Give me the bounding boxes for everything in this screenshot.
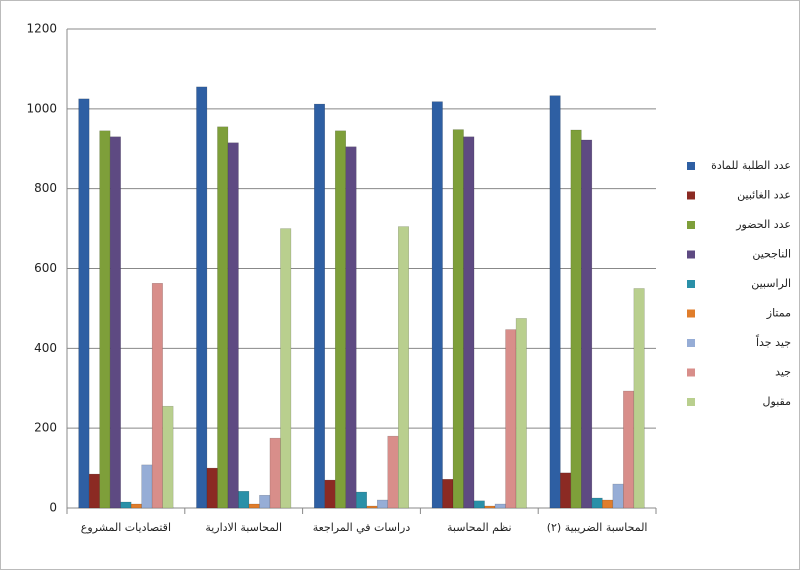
legend-label: الناجحين [752,248,791,261]
bar [99,130,111,509]
bar [248,503,260,509]
bar [335,130,346,509]
bar [570,129,582,509]
legend-swatch [687,191,695,200]
bar [324,479,336,509]
legend-label: ممتاز [766,307,791,320]
bar [259,494,271,509]
bar [206,467,218,509]
legend-swatch [687,309,695,318]
bar [366,505,378,509]
legend-swatch [687,398,695,406]
x-tick-label: المحاسبة الضريبية (٢) [546,521,648,534]
legend-label: عدد الطلبة للمادة [711,159,791,172]
legend-label: جيد جداً [756,334,791,349]
bar [505,329,517,509]
legend-label: مقبول [763,395,792,408]
bar [120,501,132,509]
bar [581,139,593,509]
legend-swatch [687,339,695,347]
bar [623,390,635,509]
bar [560,472,572,509]
bar [377,499,388,509]
legend-swatch [687,162,695,170]
bar [314,103,325,509]
legend-label: عدد الغائبين [737,189,791,202]
x-tick-label: المحاسبة الادارية [205,521,283,534]
x-tick-label: اقتصاديات المشروع [80,521,171,534]
bar [549,95,561,509]
bar [442,479,454,509]
bar [387,435,399,509]
bar [151,283,163,509]
bar [452,129,464,509]
bar [431,101,443,509]
y-tick-label: 1200 [26,22,57,36]
legend-swatch [687,250,695,259]
bar [484,505,496,509]
legend-label: عدد الحضور [735,218,791,231]
bar [345,146,357,509]
legend-swatch [687,280,695,288]
legend-swatch [687,221,695,229]
bar [130,503,142,509]
bar [612,483,624,509]
bar [398,226,409,509]
x-tick-label: دراسات في المراجعة [312,521,411,534]
legend-label: الراسبين [751,277,791,290]
y-tick-label: 200 [34,421,57,435]
y-tick-label: 1000 [26,101,57,115]
bar [591,497,603,509]
bar [269,437,281,509]
bar [109,136,121,509]
bar [280,228,292,509]
bar [633,288,645,509]
bar [78,98,90,509]
bar [463,136,475,509]
bar [515,318,527,509]
bar [602,499,614,509]
y-tick-label: 600 [34,261,57,275]
legend-label: جيد [775,366,791,379]
legend-swatch [687,368,695,377]
bar [88,473,100,509]
bar [162,405,174,509]
x-tick-label: نظم المحاسبة [447,521,512,534]
bar [227,142,239,509]
bar [217,126,229,509]
bar [196,86,208,509]
y-tick-label: 800 [34,181,57,195]
bar [356,491,367,509]
bar [141,464,153,509]
bar [473,500,485,509]
y-tick-label: 0 [49,501,57,515]
bar [238,490,250,509]
bar [494,503,506,509]
y-tick-label: 400 [34,341,57,355]
